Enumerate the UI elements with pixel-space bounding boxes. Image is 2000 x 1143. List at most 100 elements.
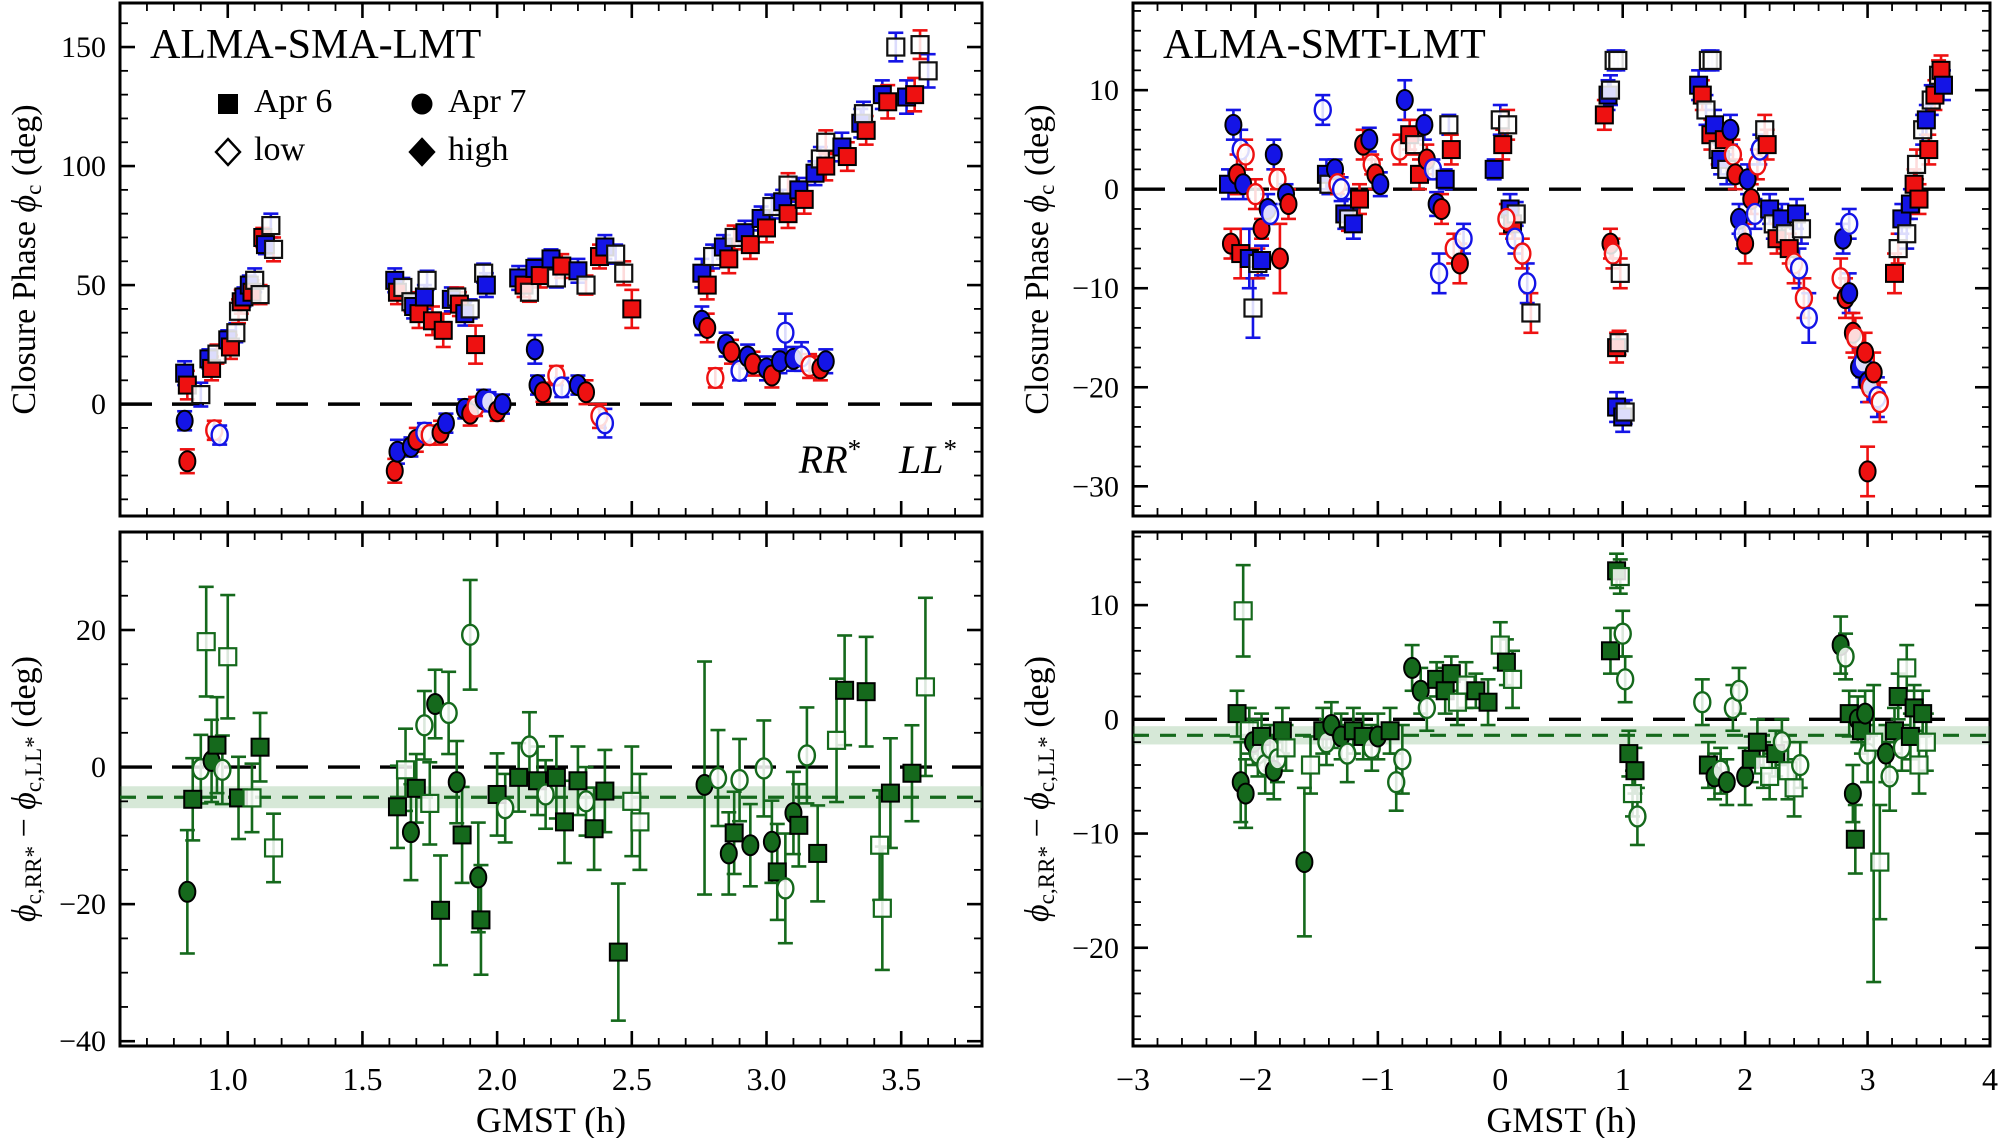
data-point-circle-filled: [1360, 128, 1379, 151]
data-point-circle-filled: [741, 834, 760, 857]
legend-label: low: [254, 131, 305, 168]
data-point-square-open: [417, 270, 437, 290]
data-point-circle-open: [1723, 143, 1743, 166]
data-point-square-filled: [1441, 140, 1461, 160]
data-point-square-open: [606, 244, 626, 264]
data-point-circle-filled: [1236, 782, 1255, 805]
data-point-square-open: [1906, 154, 1927, 175]
data-point-square-open: [226, 323, 246, 343]
data-point-square-filled: [433, 320, 453, 340]
data-point-square-filled: [724, 823, 744, 843]
data-point-circle-filled: [401, 821, 420, 844]
data-point-circle-filled: [722, 340, 741, 363]
data-point-circle-open: [1693, 690, 1712, 714]
data-point-square-open: [576, 275, 596, 295]
legend-diamond-open-icon: [214, 137, 242, 167]
data-point-square-open: [1276, 738, 1296, 758]
data-point-circle-filled: [533, 381, 552, 404]
data-point-square-open: [1916, 732, 1936, 752]
data-point-circle-filled: [698, 316, 717, 339]
data-point-circle-open: [708, 766, 728, 790]
y-tick-label: −40: [59, 1025, 106, 1058]
data-point-square-filled: [466, 335, 486, 355]
data-point-square-open: [853, 104, 874, 124]
data-point-square-open: [1909, 755, 1929, 775]
data-point-square-filled: [856, 120, 876, 140]
data-point-circle-open: [1799, 306, 1819, 330]
data-point-circle-filled: [1721, 118, 1740, 141]
data-point-circle-open: [1846, 326, 1865, 349]
data-point-square-open: [886, 37, 906, 57]
data-point-square-filled: [778, 204, 798, 224]
data-point-circle-open: [776, 877, 795, 900]
data-point-square-filled: [476, 275, 496, 295]
data-point-circle-filled: [1295, 851, 1314, 874]
data-point-circle-open: [706, 366, 725, 390]
data-point-circle-filled: [447, 771, 466, 794]
data-point-square-filled: [794, 189, 814, 209]
data-point-square-filled: [767, 862, 787, 882]
y-tick-label: −30: [1072, 470, 1119, 503]
x-tick-label: 4: [1982, 1061, 1998, 1097]
y-axis-label: ϕc,RR* − ϕc,LL* (deg): [1019, 656, 1060, 922]
data-point-square-open: [263, 838, 284, 858]
data-point-circle-filled: [178, 450, 197, 473]
data-point-circle-open: [1393, 748, 1412, 771]
ll-polarization-label: LL*: [898, 434, 957, 482]
y-tick-label: −20: [1072, 371, 1119, 404]
data-point-square-open: [218, 647, 238, 667]
data-point-circle-open: [520, 735, 539, 758]
data-point-square-open: [242, 788, 262, 808]
data-point-square-open: [250, 285, 270, 305]
y-tick-label: −10: [1072, 818, 1119, 851]
data-point-square-open: [1243, 298, 1263, 318]
data-point-circle-open: [1729, 679, 1749, 702]
data-point-square-filled: [1625, 761, 1645, 781]
x-tick-label: 3.0: [747, 1061, 787, 1097]
data-point-circle-open: [754, 757, 774, 780]
data-point-square-open: [1791, 219, 1812, 239]
data-point-square-filled: [1478, 692, 1498, 712]
rr-polarization-label: RR*: [798, 434, 861, 482]
data-points: [1218, 50, 1953, 483]
x-tick-label: 3: [1860, 1061, 1876, 1097]
data-point-circle-open: [1387, 770, 1406, 794]
data-point-square-open: [1608, 50, 1628, 71]
data-point-circle-open: [439, 701, 458, 725]
data-point-circle-open: [1338, 742, 1357, 765]
legend-diamond-filled-icon: [408, 137, 436, 167]
panel-bottom-left: 20 0 −20 −40 1.0 1.5 2.0 2.5 3.0 3.5 ϕc,RR* − ϕc,L…: [6, 530, 984, 1140]
data-point-circle-filled: [1450, 252, 1469, 275]
data-point-square-filled: [1619, 744, 1639, 764]
data-point-circle-filled: [525, 338, 544, 361]
data-point-square-filled: [878, 92, 898, 112]
data-point-circle-open: [1429, 262, 1449, 285]
data-point-square-filled: [1757, 135, 1777, 155]
x-tick-label: 1.0: [208, 1061, 248, 1097]
data-point-square-filled: [837, 147, 857, 167]
data-point-square-open: [1404, 135, 1425, 155]
data-point-circle-open: [1236, 143, 1255, 166]
data-point-circle-open: [797, 744, 817, 767]
data-point-circle-open: [1513, 242, 1532, 265]
data-point-circle-filled: [577, 381, 596, 404]
panel-title: ALMA-SMT-LMT: [1163, 22, 1486, 68]
x-tick-label: 1.5: [342, 1061, 382, 1097]
x-tick-label: −3: [1116, 1061, 1150, 1097]
data-point-circle-filled: [1371, 173, 1390, 196]
data-point-circle-open: [1831, 267, 1850, 290]
data-point-circle-filled: [469, 866, 488, 889]
data-point-square-open: [826, 730, 847, 750]
data-point-circle-open: [1417, 696, 1437, 720]
data-point-square-open: [1490, 635, 1510, 655]
y-tick-label: 10: [1089, 74, 1119, 107]
data-point-square-open: [915, 677, 936, 697]
y-tick-label: −10: [1072, 272, 1119, 305]
data-point-square-open: [622, 791, 642, 811]
data-point-circle-filled: [1224, 113, 1243, 136]
data-point-circle-filled: [1843, 782, 1862, 805]
data-point-square-filled: [1496, 652, 1516, 672]
data-point-circle-filled: [1403, 656, 1422, 679]
data-point-circle-open: [1615, 668, 1635, 691]
